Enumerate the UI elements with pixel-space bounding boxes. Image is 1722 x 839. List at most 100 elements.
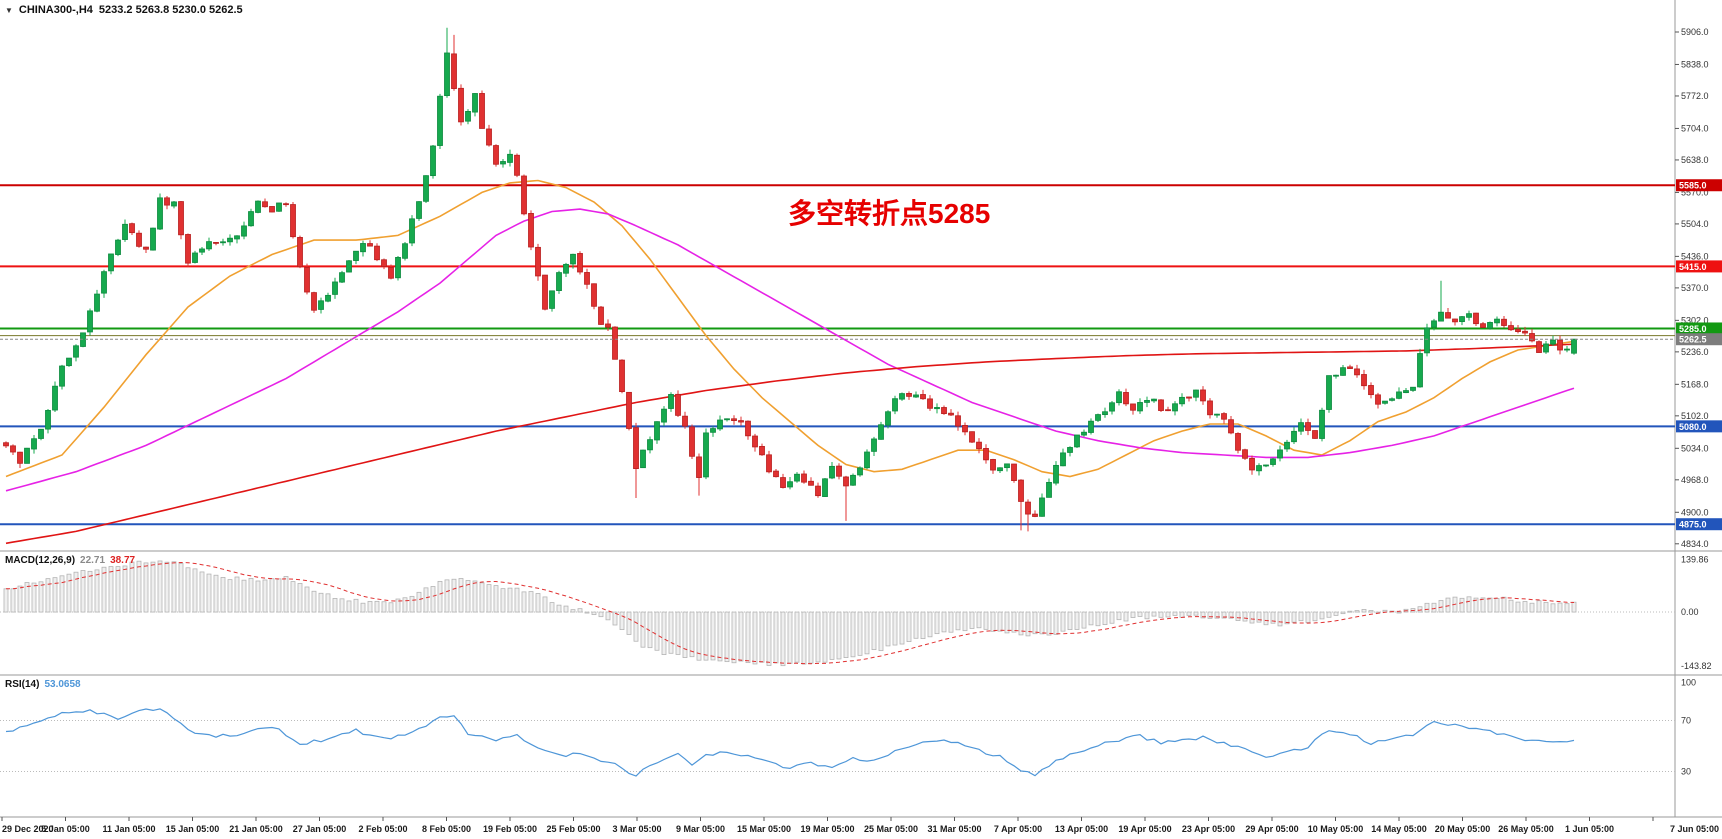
candle-body (1480, 323, 1486, 328)
candle-body (1298, 422, 1304, 432)
macd-bar (549, 602, 555, 613)
candle-body (1088, 420, 1094, 433)
candle-body (906, 393, 912, 397)
rsi-line[interactable] (5, 708, 1575, 777)
macd-bar (1095, 611, 1101, 627)
macd-bar (1270, 611, 1276, 624)
candle-body (668, 394, 674, 409)
candle-body (885, 411, 891, 426)
candle-body (66, 357, 72, 367)
macd-bar (1480, 597, 1486, 613)
candle-body (1396, 391, 1402, 399)
macd-bar (1214, 611, 1220, 619)
macd-bar (108, 566, 114, 613)
candle-body (339, 272, 345, 283)
price-tick-label: 5504.0 (1681, 219, 1709, 229)
symbol-dropdown-icon[interactable]: ▼ (5, 5, 13, 15)
macd-bar (1067, 611, 1073, 631)
candle-body (402, 243, 408, 259)
candle-body (353, 250, 359, 261)
price-tick-label: 5772.0 (1681, 91, 1709, 101)
candle-body (948, 412, 954, 416)
candle-body (591, 283, 597, 307)
level-price-chip: 5285.0 (1676, 322, 1722, 335)
candle-body (654, 421, 660, 441)
candle-body (647, 439, 653, 451)
macd-histogram[interactable] (3, 560, 1577, 667)
macd-bar (661, 611, 667, 655)
candle-body (1095, 414, 1101, 421)
rsi-axis-label: 100 (1681, 677, 1696, 687)
macd-bar (934, 611, 940, 635)
level-price-chip: 5080.0 (1676, 420, 1722, 433)
macd-signal-line (6, 561, 1575, 665)
macd-bar (633, 611, 639, 642)
rsi-axis-label: 30 (1681, 766, 1691, 776)
candle-body (1067, 447, 1073, 453)
candle-body (1529, 333, 1535, 342)
candle-body (388, 266, 394, 279)
candle-body (150, 227, 156, 251)
macd-bar (3, 588, 9, 613)
macd-bar (262, 579, 268, 613)
candle-body (143, 246, 149, 250)
candles[interactable] (3, 27, 1577, 532)
macd-bar (787, 611, 793, 664)
macd-bar (1179, 611, 1185, 618)
candle-body (1277, 449, 1283, 459)
candle-body (1060, 452, 1066, 467)
candle-body (815, 485, 821, 497)
macd-bar (1165, 611, 1171, 618)
time-axis-label: 11 Jan 05:00 (102, 824, 155, 834)
macd-bar (941, 611, 947, 633)
candle-body (52, 385, 58, 411)
svg-text:5080.0: 5080.0 (1679, 422, 1707, 432)
candle-body (1410, 386, 1416, 391)
macd-bar (1144, 611, 1150, 620)
macd-bar (598, 611, 604, 618)
macd-bar (563, 605, 569, 613)
candle-body (1144, 400, 1150, 403)
macd-bar (360, 602, 366, 613)
candle-body (381, 259, 387, 267)
candle-body (1214, 413, 1220, 416)
level-price-chip: 5585.0 (1676, 179, 1722, 192)
candle-body (346, 260, 352, 273)
macd-bar (1312, 611, 1318, 622)
time-axis-label: 31 Mar 05:00 (927, 824, 981, 834)
candle-body (24, 447, 30, 464)
candle-body (1319, 409, 1325, 439)
time-axis-label: 7 Apr 05:00 (994, 824, 1042, 834)
candle-body (451, 53, 457, 89)
candle-body (1109, 402, 1115, 412)
candle-body (962, 425, 968, 433)
candle-body (1571, 338, 1577, 354)
candle-body (864, 451, 870, 469)
macd-bar (1459, 597, 1465, 613)
macd-bar (353, 598, 359, 613)
candle-body (45, 410, 51, 430)
candle-body (73, 345, 79, 358)
macd-bar (829, 611, 835, 660)
macd-main-value: 22.71 (80, 555, 106, 566)
macd-bar (1522, 601, 1528, 613)
ohlc-readout: 5233.2 5263.8 5230.0 5262.5 (98, 4, 243, 16)
macd-bar (143, 562, 149, 613)
macd-bar (836, 611, 842, 660)
macd-bar (87, 570, 93, 613)
candle-body (1557, 339, 1563, 351)
candle-body (1053, 464, 1059, 484)
candle-body (374, 245, 380, 261)
macd-bar (1242, 611, 1248, 622)
current-price-chip: 5262.5 (1676, 333, 1722, 346)
candle-body (276, 202, 282, 212)
candle-body (304, 267, 310, 293)
macd-bar (577, 608, 583, 613)
candle-body (1508, 325, 1514, 331)
annotation-text[interactable]: 多空转折点5285 (788, 198, 991, 229)
macd-bar (150, 561, 156, 613)
candle-body (584, 272, 590, 285)
macd-bar (241, 579, 247, 613)
